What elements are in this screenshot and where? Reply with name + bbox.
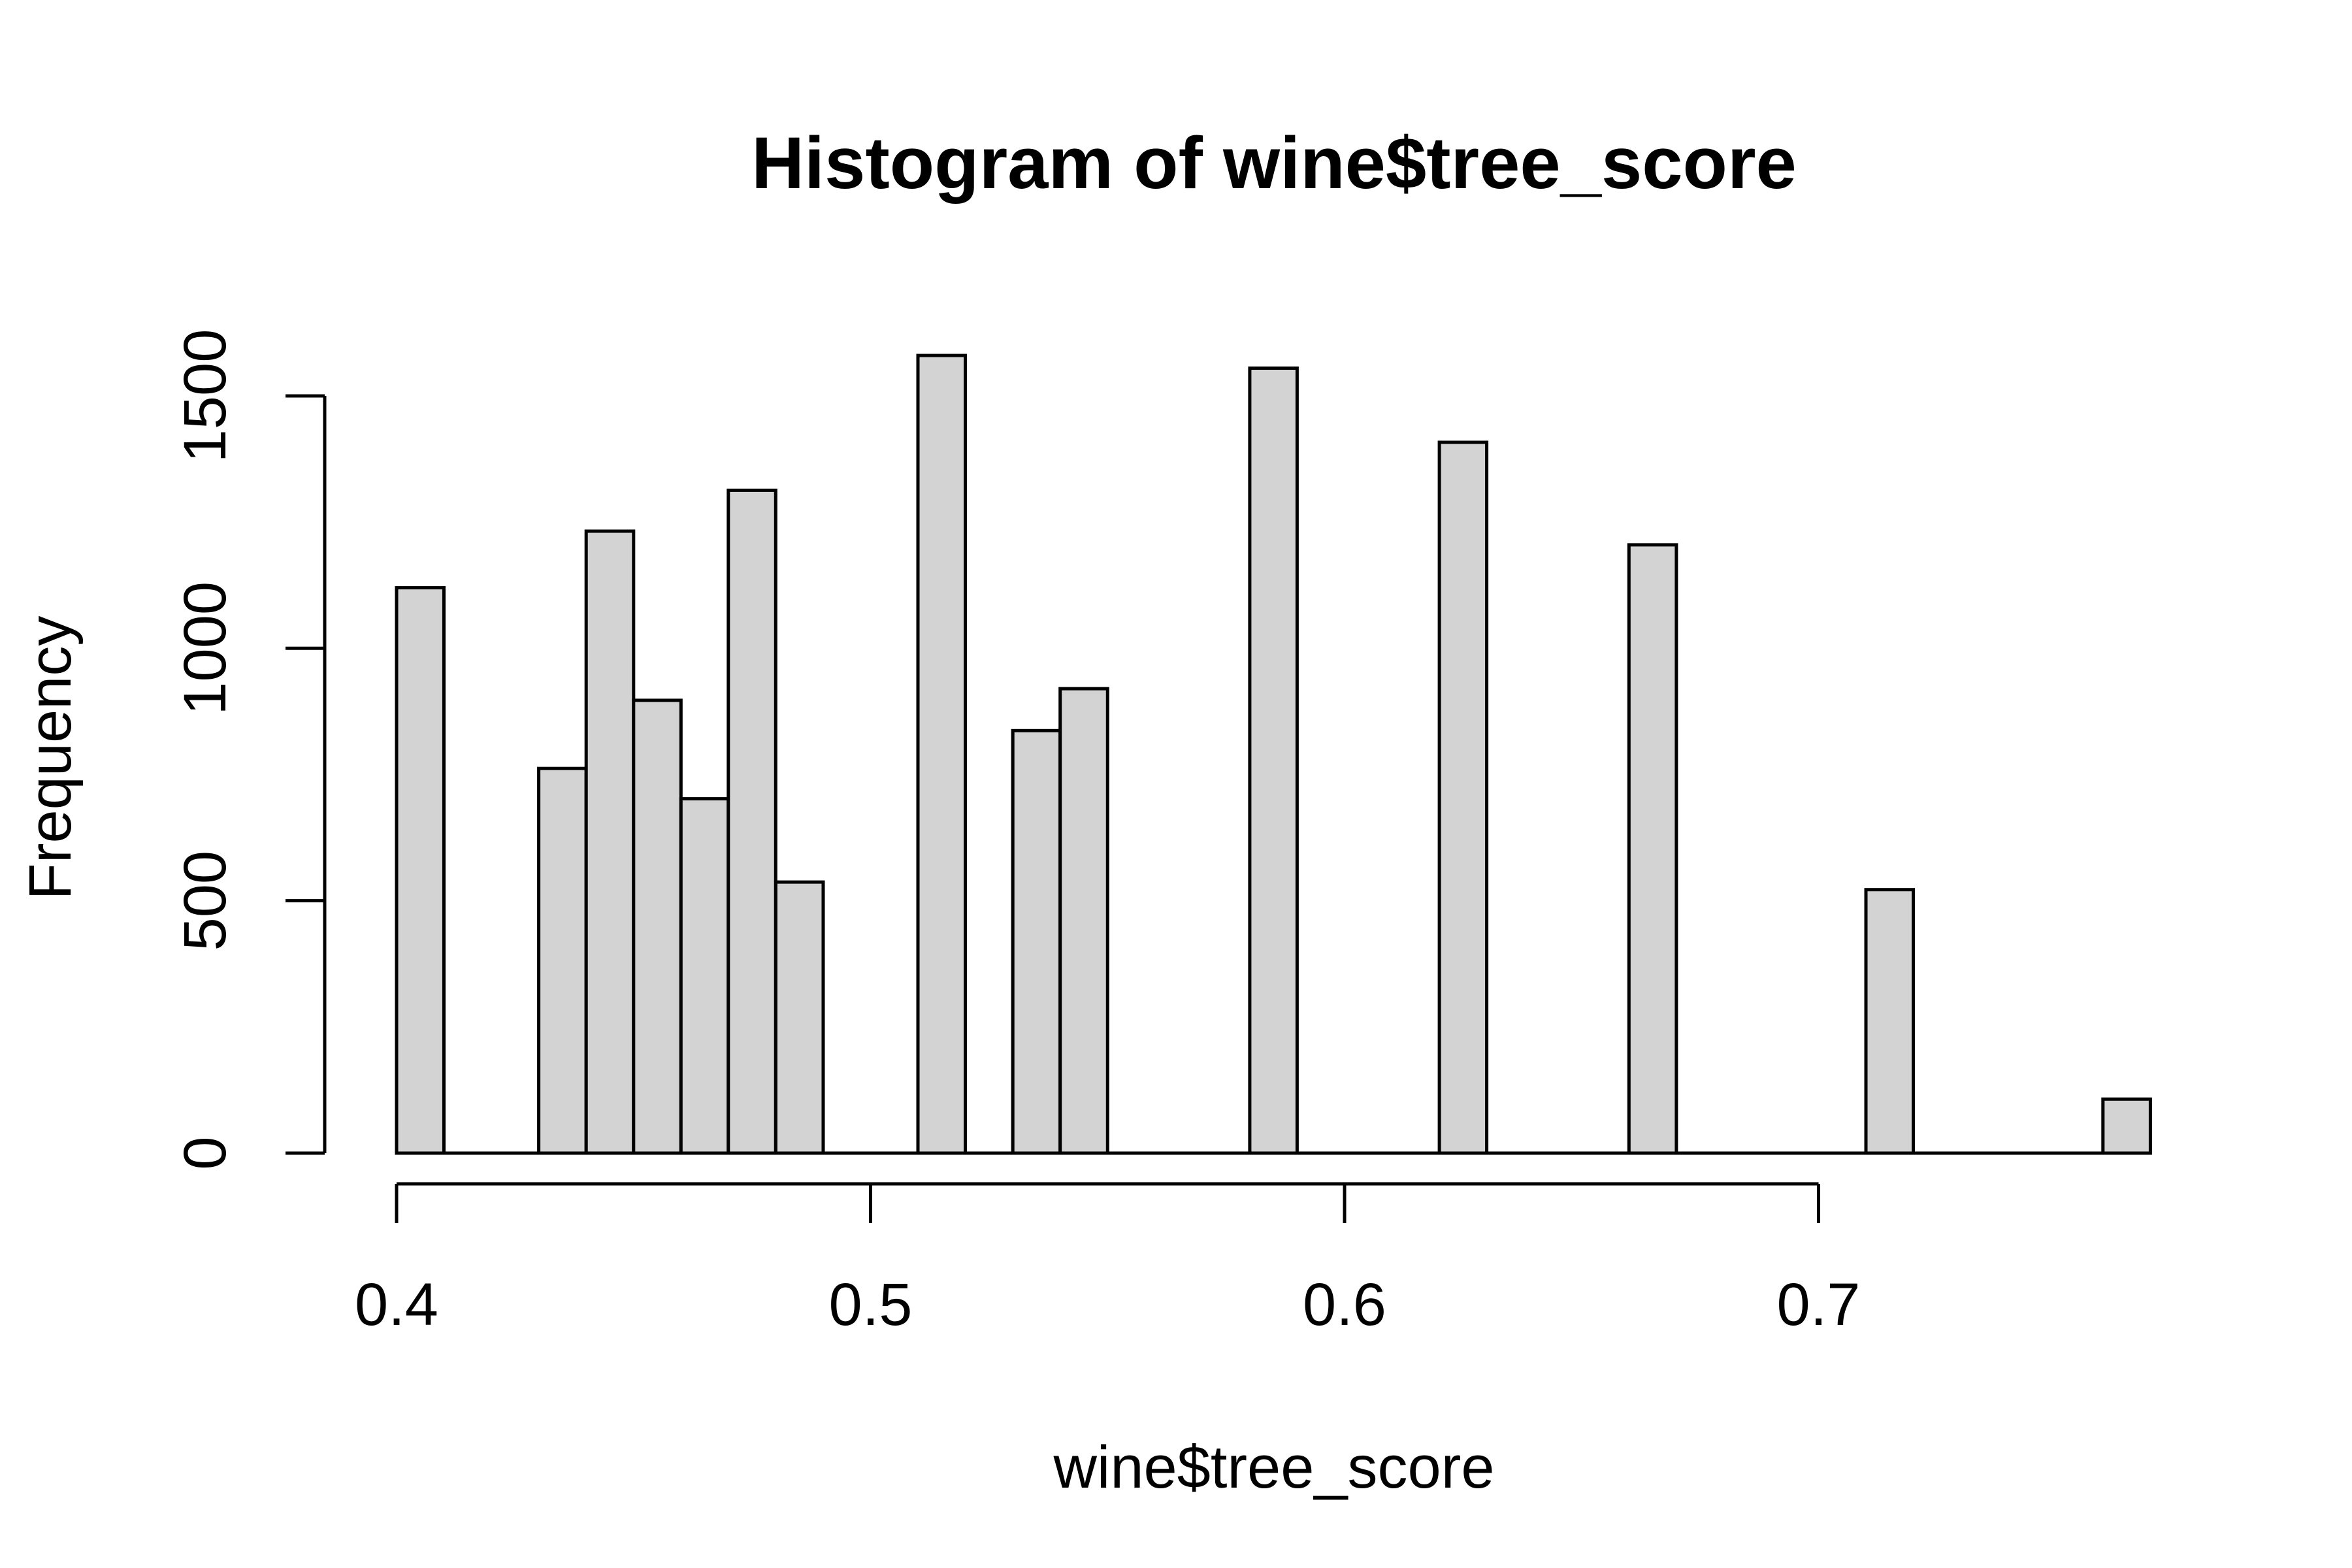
histogram-bar-36 [2101,1097,2152,1155]
y-axis-label: Frequency [17,616,84,900]
histogram-bar-26 [1627,543,1678,1155]
histogram-bar-3 [537,766,588,1155]
histogram-bar-11 [916,353,967,1155]
x-axis: 0.4 0.5 0.6 0.7 [355,1182,1861,1338]
histogram-bar-7 [727,488,777,1155]
y-tick-label-0: 0 [172,1136,238,1169]
histogram-bar-22 [1437,440,1489,1155]
y-axis: 0 500 1000 1500 [172,329,327,1170]
histogram-bar-14 [1058,687,1109,1155]
histogram-bar-0 [395,586,446,1155]
y-tick-label-2: 1000 [172,581,238,715]
x-axis-label: wine$tree_score [1053,1434,1494,1501]
x-tick-label-0: 0.4 [355,1271,438,1338]
x-tick-label-2: 0.6 [1303,1271,1386,1338]
histogram-bar-8 [774,880,825,1155]
histogram-bar-13 [1011,728,1062,1155]
histogram-bar-18 [1248,367,1299,1155]
histogram-bar-5 [632,698,683,1155]
histogram-bar-31 [1864,888,1915,1155]
y-tick-label-3: 1500 [172,329,238,463]
x-tick-label-3: 0.7 [1777,1271,1861,1338]
histogram-bar-6 [679,797,730,1155]
chart-title: Histogram of wine$tree_score [751,122,1797,204]
y-tick-label-1: 500 [172,851,238,951]
histogram-bar-4 [584,529,636,1155]
bars-group [395,353,2152,1155]
x-tick-label-1: 0.5 [829,1271,913,1338]
